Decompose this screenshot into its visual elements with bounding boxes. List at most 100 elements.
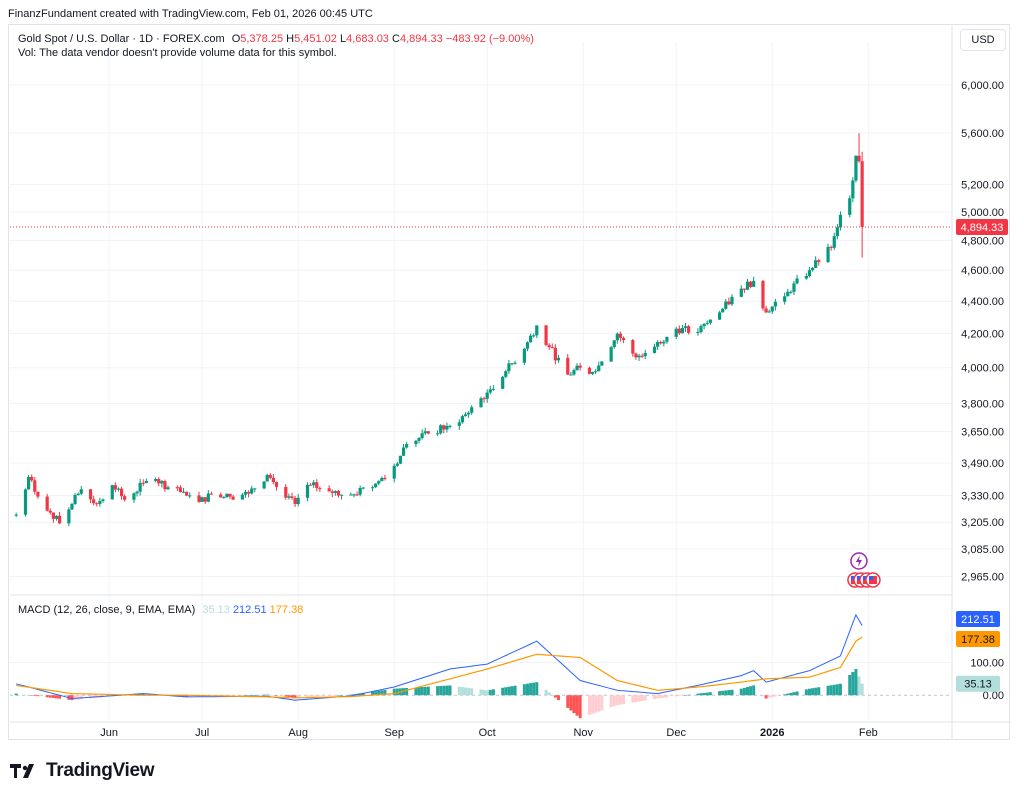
macd-hist-bar — [309, 695, 313, 697]
candle-body — [246, 491, 251, 494]
macd-hist-bar — [705, 692, 709, 696]
candle — [361, 486, 365, 490]
macd-hist-bar — [333, 695, 337, 696]
macd-hist-bar — [79, 695, 83, 700]
candle — [370, 485, 375, 492]
candle — [274, 481, 279, 491]
candle-body — [327, 488, 331, 492]
candle-body — [848, 198, 852, 215]
macd-hist-bar — [467, 687, 471, 696]
candle — [197, 491, 201, 503]
candle — [662, 339, 666, 347]
candle-body — [175, 487, 179, 489]
candle — [730, 294, 734, 306]
candle-body — [116, 488, 121, 490]
macd-hist-bar — [615, 695, 619, 706]
candle — [336, 490, 341, 498]
macd-hist-bar — [73, 695, 77, 700]
candle — [54, 515, 59, 521]
flag-canton — [856, 576, 861, 580]
candle — [290, 492, 294, 500]
time-tick-label: Sep — [384, 727, 404, 739]
macd-hist-bar — [612, 695, 616, 707]
candle — [631, 338, 635, 357]
candle — [308, 482, 313, 486]
candle — [597, 361, 601, 372]
candle-body — [696, 331, 700, 333]
candle — [792, 280, 796, 295]
macd-hist-bar — [556, 695, 560, 701]
macd-line — [16, 613, 863, 701]
candle-body — [290, 496, 294, 498]
macd-hist-bar — [848, 674, 852, 696]
candle-body — [51, 512, 55, 519]
candle-body — [479, 398, 483, 408]
candle-body — [547, 344, 551, 348]
macd-hist-bar — [330, 695, 334, 696]
candle-body — [786, 291, 790, 297]
candle — [848, 195, 852, 218]
macd-hist-bar — [144, 693, 148, 696]
candle — [67, 507, 71, 527]
candle-body — [792, 283, 796, 292]
candle — [188, 492, 192, 499]
macd-hist-bar — [70, 695, 74, 701]
candle-body — [197, 495, 201, 502]
macd-hist-bar — [231, 695, 235, 696]
macd-histogram — [14, 669, 864, 719]
candle — [525, 341, 530, 352]
macd-hist-bar — [27, 695, 31, 696]
candle — [687, 324, 691, 335]
candle-body — [420, 433, 424, 439]
macd-hist-bar — [656, 695, 660, 699]
candle-body — [687, 326, 691, 333]
candle — [482, 396, 486, 403]
macd-hist-bar — [417, 687, 421, 696]
macd-hist-bar — [618, 695, 622, 705]
candle — [532, 333, 536, 338]
candle — [287, 493, 291, 500]
time-tick-label: Oct — [479, 727, 496, 739]
macd-hist-bar — [290, 695, 294, 698]
candle — [240, 492, 245, 500]
macd-hist-bar — [178, 695, 182, 697]
candle — [637, 353, 641, 361]
macd-hist-bar — [522, 684, 526, 696]
candle — [160, 480, 164, 488]
macd-hist-bar — [727, 690, 731, 696]
macd-hist-bar — [677, 695, 681, 696]
candle — [528, 333, 533, 343]
macd-hist-bar — [76, 695, 80, 700]
candle — [835, 223, 839, 240]
candle — [677, 325, 681, 336]
candle — [745, 278, 750, 290]
candle — [101, 498, 105, 503]
macd-hist-bar — [439, 685, 443, 696]
candle-body — [355, 494, 359, 496]
candle-body — [200, 497, 204, 502]
macd-hist-bar — [770, 695, 774, 698]
tradingview-logo[interactable]: TradingView — [10, 760, 155, 782]
macd-hist-bar — [51, 695, 55, 698]
candle — [553, 344, 557, 365]
macd-hist-bar — [33, 695, 37, 696]
macd-hist-bar — [575, 695, 579, 716]
macd-hist-bar — [312, 695, 316, 697]
candle-body — [398, 455, 403, 464]
candle — [513, 360, 517, 365]
candle-body — [265, 474, 269, 482]
macd-hist-bar — [284, 695, 288, 697]
candle-body — [745, 281, 750, 290]
currency-button[interactable]: USD — [960, 29, 1006, 51]
chart-credit: FinanzFundament created with TradingView… — [8, 8, 373, 20]
candle — [683, 322, 688, 332]
macd-axis: 100.00 0.00 212.51 177.38 35.13 — [956, 611, 1004, 702]
macd-hist-bar — [708, 692, 712, 696]
candle-body — [33, 480, 37, 492]
candle-body — [377, 481, 381, 484]
price-tick-label: 5,600.00 — [961, 128, 1004, 140]
candle — [569, 371, 573, 376]
macd-hist-bar — [448, 685, 452, 696]
candle — [618, 331, 623, 342]
